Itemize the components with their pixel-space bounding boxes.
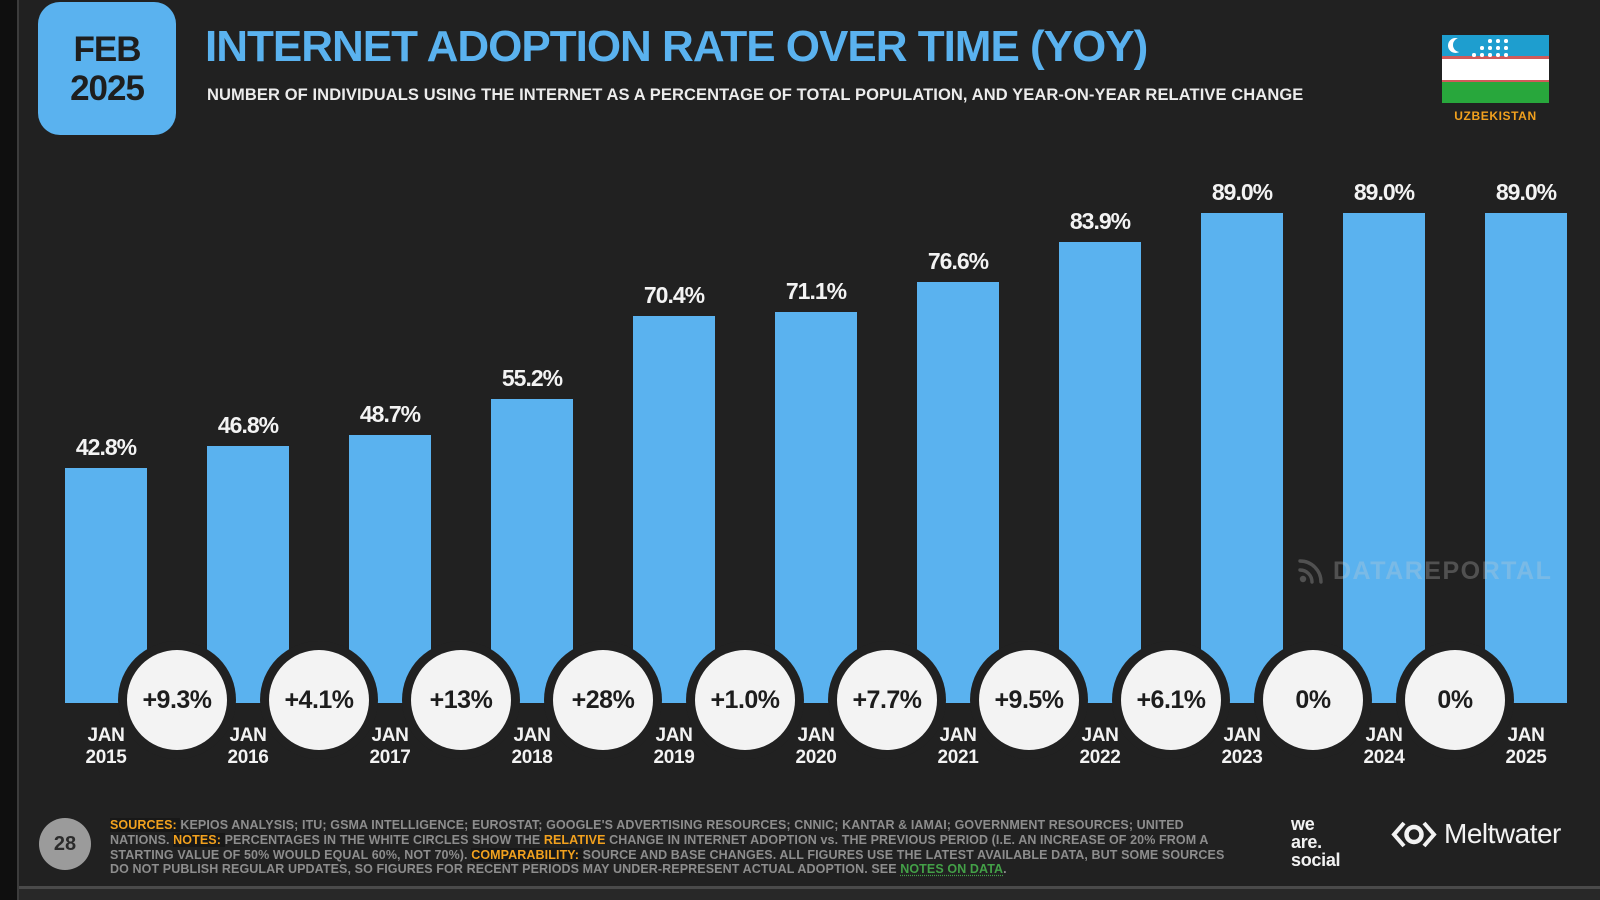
category-label-jan-2022: JAN 2022	[1079, 725, 1121, 768]
meltwater-eye-icon	[1391, 821, 1437, 847]
category-label-jan-2017: JAN 2017	[369, 725, 411, 768]
date-badge-year: 2025	[70, 68, 145, 108]
viewer-left-border	[17, 0, 19, 900]
viewer-left-margin	[0, 0, 17, 900]
category-label-jan-2016: JAN 2016	[227, 725, 269, 768]
notes-segment: NOTES:	[173, 832, 225, 847]
bar-jan-2024	[1343, 213, 1425, 703]
category-label-jan-2020: JAN 2020	[795, 725, 837, 768]
yoy-change-circle-3: +13%	[411, 650, 511, 750]
flag-white-stripe	[1442, 58, 1549, 80]
slide-bottom-separator	[19, 886, 1600, 889]
notes-segment: PERCENTAGES IN THE WHITE CIRCLES SHOW TH…	[224, 832, 544, 847]
yoy-change-circle-1: +9.3%	[127, 650, 227, 750]
yoy-change-circle-7: +9.5%	[979, 650, 1079, 750]
page-title: INTERNET ADOPTION RATE OVER TIME (YOY)	[205, 22, 1148, 71]
bar-jan-2023	[1201, 213, 1283, 703]
bar-jan-2022	[1059, 242, 1141, 703]
flag-crescent-cut	[1453, 38, 1467, 52]
flag-stars-row	[1488, 39, 1508, 43]
bar-value-jan-2020: 71.1%	[785, 278, 847, 304]
yoy-change-circle-5: +1.0%	[695, 650, 795, 750]
bar-jan-2017	[349, 435, 431, 703]
we-are-social-logo: we are. social	[1291, 814, 1341, 870]
notes-segment: KEPIOS ANALYSIS; ITU; GSMA INTELLIGENCE;…	[110, 818, 1184, 847]
category-label-jan-2025: JAN 2025	[1505, 725, 1547, 768]
page-number-badge: 28	[39, 818, 91, 870]
date-badge: FEB 2025	[38, 2, 176, 135]
bar-jan-2018	[491, 399, 573, 703]
flag-stars-row	[1472, 53, 1508, 57]
meltwater-logo: Meltwater	[1391, 818, 1561, 850]
bar-value-jan-2018: 55.2%	[501, 365, 563, 391]
bar-value-jan-2016: 46.8%	[217, 412, 279, 438]
we-are-social-line: are.	[1291, 832, 1322, 852]
yoy-change-circle-9: 0%	[1263, 650, 1363, 750]
yoy-change-circle-6: +7.7%	[837, 650, 937, 750]
notes-segment: CHANGE IN INTERNET ADOPTION vs. THE PREV…	[110, 832, 1208, 862]
notes-segment: SOURCES:	[110, 818, 181, 832]
yoy-change-circle-4: +28%	[553, 650, 653, 750]
category-label-jan-2023: JAN 2023	[1221, 725, 1263, 768]
flag-blue-stripe	[1442, 35, 1549, 56]
bar-jan-2020	[775, 312, 857, 703]
notes-segment: .	[1003, 862, 1007, 877]
yoy-change-circle-8: +6.1%	[1121, 650, 1221, 750]
bar-value-jan-2017: 48.7%	[359, 401, 421, 427]
yoy-change-circle-2: +4.1%	[269, 650, 369, 750]
bar-value-jan-2022: 83.9%	[1069, 208, 1131, 234]
we-are-social-line: we	[1291, 814, 1315, 834]
flag-green-stripe	[1442, 82, 1549, 103]
bar-value-jan-2023: 89.0%	[1211, 179, 1273, 205]
category-label-jan-2018: JAN 2018	[511, 725, 553, 768]
category-label-jan-2021: JAN 2021	[937, 725, 979, 768]
notes-on-data-link[interactable]: NOTES ON DATA	[900, 862, 1004, 877]
bar-value-jan-2015: 42.8%	[75, 434, 137, 460]
notes-segment: SOURCE AND BASE CHANGES. ALL FIGURES USE…	[110, 847, 1225, 877]
uzbekistan-flag	[1442, 35, 1549, 103]
category-label-jan-2015: JAN 2015	[85, 725, 127, 768]
bar-jan-2025	[1485, 213, 1567, 703]
country-label: UZBEKISTAN	[1454, 109, 1537, 123]
page-number: 28	[53, 832, 77, 855]
watermark-text: DATAREPORTAL	[1333, 556, 1553, 585]
date-badge-month: FEB	[73, 29, 142, 69]
bar-jan-2019	[633, 316, 715, 703]
we-are-social-line: social	[1291, 850, 1341, 870]
sources-notes-text: SOURCES: KEPIOS ANALYSIS; ITU; GSMA INTE…	[110, 818, 1245, 877]
flag-red-line	[1442, 56, 1549, 59]
bar-value-jan-2019: 70.4%	[643, 282, 705, 308]
bar-jan-2015	[65, 468, 147, 703]
yoy-change-circle-10: 0%	[1405, 650, 1505, 750]
flag-red-line	[1442, 79, 1549, 82]
bar-value-jan-2021: 76.6%	[927, 248, 989, 274]
bar-value-jan-2025: 89.0%	[1495, 179, 1557, 205]
notes-segment: COMPARABILITY:	[471, 847, 583, 862]
flag-stars-row	[1480, 46, 1508, 50]
category-label-jan-2019: JAN 2019	[653, 725, 695, 768]
bar-jan-2016	[207, 446, 289, 703]
category-label-jan-2024: JAN 2024	[1363, 725, 1405, 768]
datareportal-signal-icon	[1298, 559, 1323, 584]
bar-jan-2021	[917, 282, 999, 703]
next-slide-edge	[19, 889, 1600, 900]
datareportal-watermark: DATAREPORTAL	[1296, 556, 1552, 586]
notes-segment: RELATIVE	[543, 832, 606, 847]
page-subtitle: NUMBER OF INDIVIDUALS USING THE INTERNET…	[207, 86, 1304, 104]
bar-value-jan-2024: 89.0%	[1353, 179, 1415, 205]
meltwater-wordmark: Meltwater	[1444, 818, 1561, 849]
